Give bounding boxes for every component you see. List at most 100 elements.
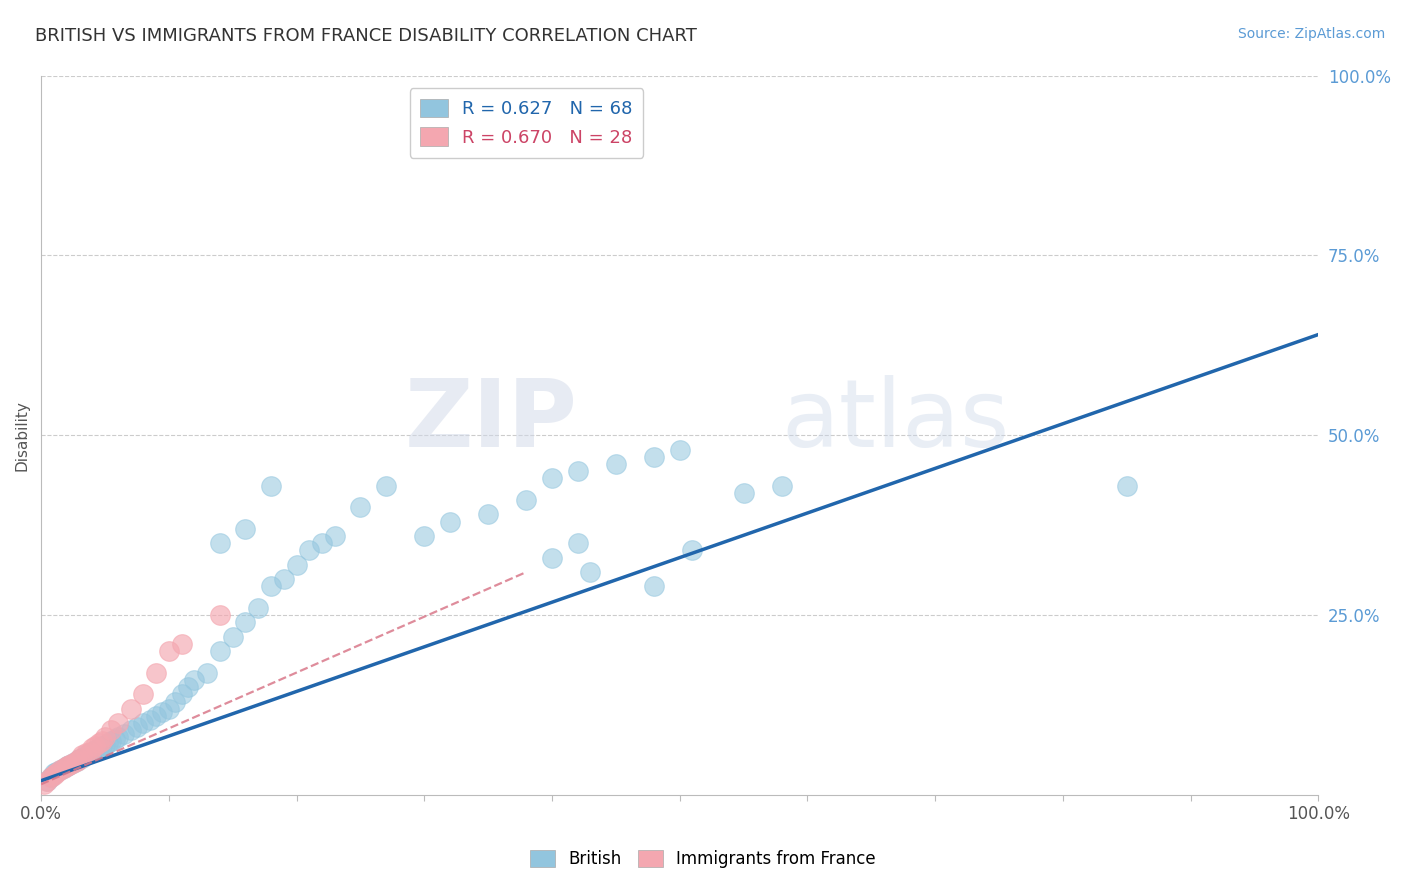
Point — [91, 734, 114, 748]
Point — [145, 665, 167, 680]
Point — [157, 702, 180, 716]
Point — [152, 706, 174, 720]
Point — [112, 727, 135, 741]
Legend: R = 0.627   N = 68, R = 0.670   N = 28: R = 0.627 N = 68, R = 0.670 N = 28 — [409, 88, 643, 158]
Point — [770, 478, 793, 492]
Point — [477, 508, 499, 522]
Point — [311, 536, 333, 550]
Point — [67, 752, 90, 766]
Point — [67, 752, 90, 766]
Point — [157, 644, 180, 658]
Point — [541, 550, 564, 565]
Point — [79, 745, 101, 759]
Point — [1115, 478, 1137, 492]
Point — [45, 766, 67, 780]
Point — [170, 637, 193, 651]
Point — [75, 748, 97, 763]
Point — [104, 731, 127, 746]
Point — [120, 702, 142, 716]
Point — [41, 770, 63, 784]
Point — [273, 572, 295, 586]
Point — [323, 529, 346, 543]
Point — [285, 558, 308, 572]
Point — [208, 536, 231, 550]
Point — [374, 478, 396, 492]
Point — [235, 615, 257, 630]
Point — [58, 757, 80, 772]
Point — [62, 756, 84, 770]
Point — [55, 759, 77, 773]
Legend: British, Immigrants from France: British, Immigrants from France — [523, 843, 883, 875]
Point — [83, 743, 105, 757]
Point — [66, 754, 89, 768]
Point — [42, 766, 65, 780]
Point — [120, 723, 142, 738]
Point — [208, 644, 231, 658]
Text: Source: ZipAtlas.com: Source: ZipAtlas.com — [1237, 27, 1385, 41]
Point — [82, 745, 104, 759]
Point — [62, 756, 84, 770]
Point — [145, 709, 167, 723]
Point — [79, 747, 101, 761]
Point — [94, 731, 117, 745]
Point — [41, 770, 63, 784]
Point — [49, 763, 72, 777]
Point — [42, 768, 65, 782]
Point — [541, 471, 564, 485]
Point — [260, 478, 283, 492]
Point — [349, 500, 371, 515]
Point — [668, 442, 690, 457]
Point — [567, 536, 589, 550]
Point — [643, 450, 665, 464]
Text: atlas: atlas — [782, 375, 1010, 467]
Point — [82, 741, 104, 756]
Point — [260, 579, 283, 593]
Point — [733, 486, 755, 500]
Point — [83, 739, 105, 753]
Point — [298, 543, 321, 558]
Point — [138, 713, 160, 727]
Point — [195, 665, 218, 680]
Point — [96, 736, 118, 750]
Point — [55, 759, 77, 773]
Point — [567, 464, 589, 478]
Point — [70, 748, 93, 763]
Point — [100, 734, 122, 748]
Point — [53, 761, 76, 775]
Point — [177, 680, 200, 694]
Point — [87, 741, 110, 756]
Point — [70, 750, 93, 764]
Point — [235, 522, 257, 536]
Text: ZIP: ZIP — [405, 375, 578, 467]
Point — [37, 773, 59, 788]
Point — [221, 630, 243, 644]
Point — [91, 739, 114, 753]
Point — [49, 763, 72, 777]
Y-axis label: Disability: Disability — [15, 400, 30, 471]
Point — [132, 687, 155, 701]
Point — [579, 565, 602, 579]
Point — [45, 765, 67, 780]
Point — [32, 777, 55, 791]
Point — [413, 529, 436, 543]
Point — [58, 757, 80, 772]
Point — [125, 720, 148, 734]
Point — [605, 457, 627, 471]
Point — [107, 731, 129, 745]
Point — [94, 738, 117, 752]
Point — [170, 687, 193, 701]
Point — [37, 773, 59, 788]
Point — [439, 515, 461, 529]
Point — [66, 754, 89, 768]
Point — [87, 736, 110, 750]
Point — [208, 608, 231, 623]
Point — [183, 673, 205, 687]
Point — [107, 716, 129, 731]
Point — [165, 694, 187, 708]
Point — [100, 723, 122, 738]
Text: BRITISH VS IMMIGRANTS FROM FRANCE DISABILITY CORRELATION CHART: BRITISH VS IMMIGRANTS FROM FRANCE DISABI… — [35, 27, 697, 45]
Point — [132, 716, 155, 731]
Point — [75, 747, 97, 761]
Point — [515, 493, 537, 508]
Point — [682, 543, 704, 558]
